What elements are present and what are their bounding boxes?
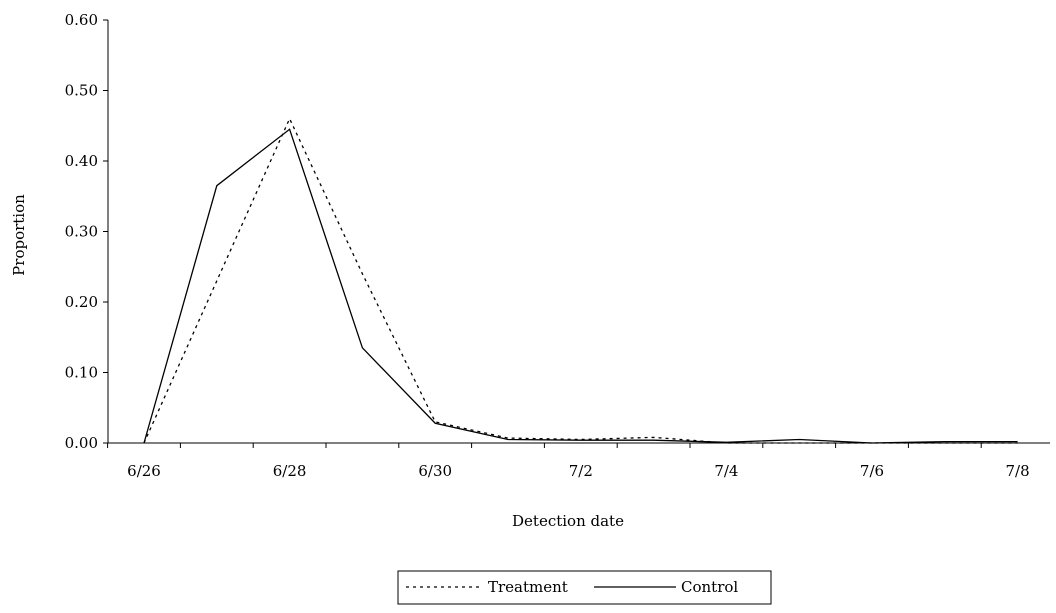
y-tick-label: 0.40 xyxy=(65,152,98,170)
plot-area xyxy=(143,117,1018,444)
legend: Treatment Control xyxy=(397,570,772,605)
x-tick-label: 7/4 xyxy=(714,462,738,480)
x-tick-label: 6/26 xyxy=(127,462,161,480)
y-tick-label: 0.60 xyxy=(65,11,98,29)
y-tick-label: 0.30 xyxy=(65,223,98,241)
x-tick-label: 7/2 xyxy=(569,462,593,480)
y-axis-title: Proportion xyxy=(10,194,28,276)
legend-label-treatment: Treatment xyxy=(488,578,568,596)
x-tick-label: 7/8 xyxy=(1006,462,1030,480)
x-tick-label: 6/28 xyxy=(273,462,307,480)
x-axis-title: Detection date xyxy=(512,512,624,530)
legend-box xyxy=(397,570,772,605)
legend-label-control: Control xyxy=(681,578,738,596)
axes: 0.00 0.10 0.20 0.30 0.40 0.50 0.60 6/26 6/28 6/30… xyxy=(65,11,1050,480)
x-tick-label: 7/6 xyxy=(860,462,884,480)
y-tick-label: 0.10 xyxy=(65,364,98,382)
x-tick-label: 6/30 xyxy=(418,462,452,480)
y-tick-label: 0.20 xyxy=(65,293,98,311)
series-line-control xyxy=(143,128,1018,444)
series-line-treatment xyxy=(143,117,1018,444)
y-tick-label: 0.50 xyxy=(65,82,98,100)
y-tick-label: 0.00 xyxy=(65,434,98,452)
